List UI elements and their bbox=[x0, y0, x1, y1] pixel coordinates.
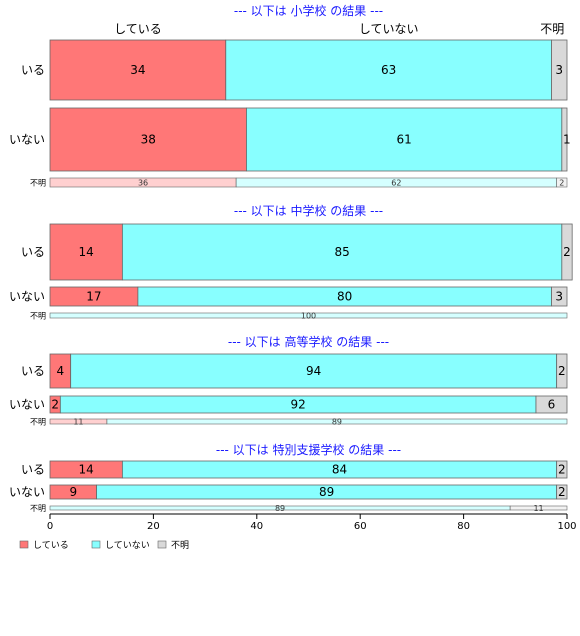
row-label: いない bbox=[9, 290, 45, 304]
bar-segment bbox=[49, 107, 247, 172]
legend-label: していない bbox=[105, 540, 150, 551]
legend-label: している bbox=[33, 540, 69, 551]
legend-label: 不明 bbox=[171, 540, 189, 551]
data-label: 100 bbox=[301, 312, 316, 321]
data-label: 4 bbox=[57, 364, 65, 378]
row-label: 不明 bbox=[30, 312, 46, 321]
data-label: 2 bbox=[558, 463, 566, 477]
bar-segment bbox=[561, 223, 573, 281]
x-tick-label: 20 bbox=[147, 521, 160, 532]
data-label: 63 bbox=[381, 63, 396, 77]
bar-segment bbox=[49, 312, 568, 319]
x-tick-label: 0 bbox=[47, 521, 53, 532]
bar-segment bbox=[561, 107, 568, 172]
data-label: 2 bbox=[558, 364, 566, 378]
bar-segment bbox=[121, 223, 563, 281]
row-label: いる bbox=[21, 245, 45, 259]
legend-swatch bbox=[19, 540, 29, 549]
bar-segment bbox=[225, 39, 552, 101]
data-label: 80 bbox=[337, 290, 352, 304]
column-header: 不明 bbox=[540, 22, 564, 36]
bar-segment bbox=[49, 39, 227, 101]
x-tick-label: 100 bbox=[557, 521, 576, 532]
section-title: --- 以下は 特別支援学校 の結果 --- bbox=[216, 442, 401, 457]
data-label: 89 bbox=[319, 485, 334, 499]
data-label: 3 bbox=[555, 290, 563, 304]
data-label: 9 bbox=[69, 485, 77, 499]
bar-segment bbox=[70, 353, 558, 389]
data-label: 38 bbox=[141, 133, 156, 147]
row-label: いる bbox=[21, 463, 45, 477]
data-label: 2 bbox=[51, 398, 59, 412]
x-tick-label: 80 bbox=[457, 521, 470, 532]
bar-segment bbox=[551, 39, 568, 101]
column-header: していない bbox=[359, 22, 419, 36]
data-label: 84 bbox=[332, 463, 347, 477]
data-label: 92 bbox=[291, 398, 306, 412]
section-title: --- 以下は 小学校 の結果 --- bbox=[234, 3, 383, 18]
legend-swatch bbox=[157, 540, 167, 549]
data-label: 14 bbox=[79, 463, 94, 477]
data-label: 17 bbox=[86, 290, 101, 304]
data-label: 11 bbox=[73, 418, 83, 427]
bar-segment bbox=[556, 460, 568, 479]
data-label: 85 bbox=[334, 245, 349, 259]
bar-segment bbox=[535, 395, 568, 414]
row-label: いない bbox=[9, 485, 45, 499]
data-label: 36 bbox=[138, 179, 148, 188]
x-tick-label: 40 bbox=[250, 521, 263, 532]
bar-segment bbox=[551, 286, 568, 307]
data-label: 94 bbox=[306, 364, 321, 378]
data-label: 34 bbox=[130, 63, 145, 77]
bar-segment bbox=[509, 505, 568, 511]
data-label: 2 bbox=[558, 485, 566, 499]
row-label: 不明 bbox=[30, 504, 46, 513]
bar-segment bbox=[106, 418, 568, 425]
section-title: --- 以下は 中学校 の結果 --- bbox=[234, 203, 383, 218]
x-tick-label: 60 bbox=[354, 521, 367, 532]
row-label: 不明 bbox=[30, 179, 46, 188]
section-title: --- 以下は 高等学校 の結果 --- bbox=[228, 334, 389, 349]
column-header: している bbox=[114, 22, 162, 36]
data-label: 3 bbox=[555, 63, 563, 77]
legend-swatch bbox=[91, 540, 101, 549]
bar-segment bbox=[556, 177, 568, 188]
row-label: いる bbox=[21, 364, 45, 378]
bar-segment bbox=[556, 484, 568, 500]
data-label: 14 bbox=[79, 245, 94, 259]
row-label: いる bbox=[21, 63, 45, 77]
bar-segment bbox=[246, 107, 563, 172]
row-label: いない bbox=[9, 133, 45, 147]
data-label: 62 bbox=[391, 179, 401, 188]
data-label: 2 bbox=[559, 179, 564, 188]
data-label: 89 bbox=[332, 418, 342, 427]
row-label: いない bbox=[9, 398, 45, 412]
bar-segment bbox=[556, 353, 568, 389]
data-label: 1 bbox=[563, 133, 571, 147]
data-label: 6 bbox=[548, 398, 556, 412]
data-label: 61 bbox=[397, 133, 412, 147]
data-label: 2 bbox=[563, 245, 571, 259]
row-label: 不明 bbox=[30, 418, 46, 427]
data-label: 11 bbox=[533, 504, 543, 513]
data-label: 89 bbox=[275, 504, 285, 513]
